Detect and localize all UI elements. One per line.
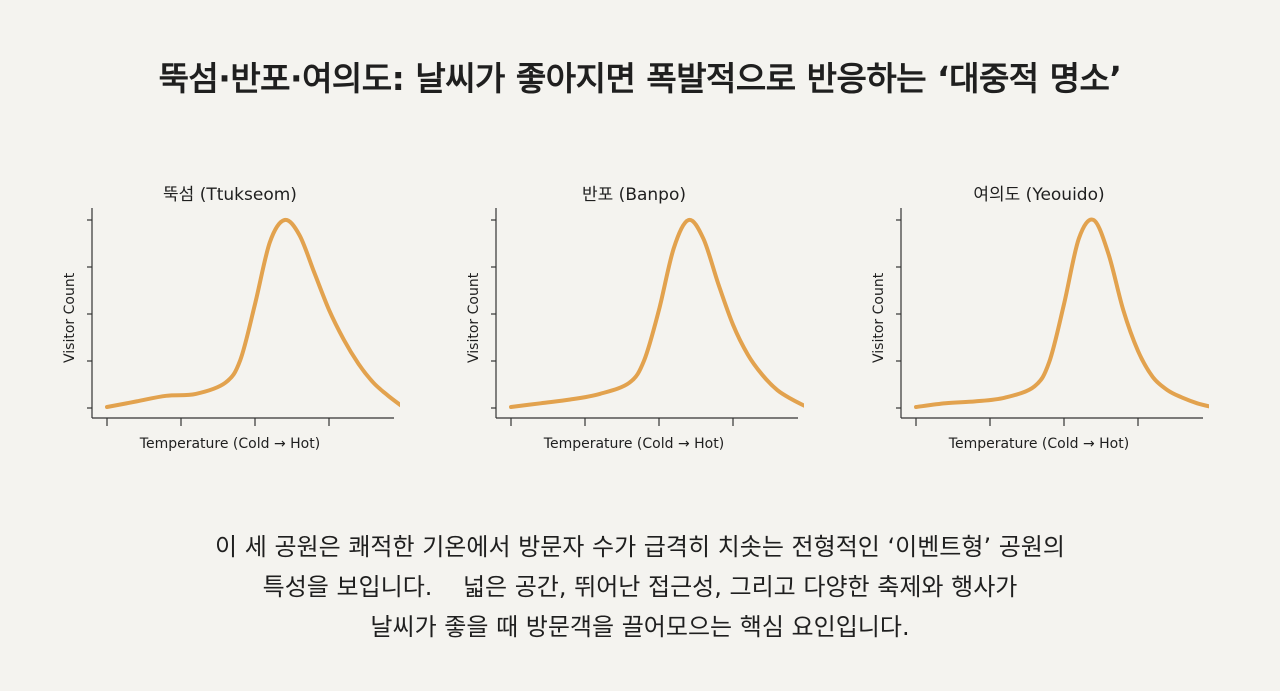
chart-plot [491,208,804,426]
chart-ttukseom: 뚝섬 (Ttukseom) Visitor Count Temperature … [60,180,400,460]
chart-title: 뚝섬 (Ttukseom) [163,185,297,205]
caption-line: 특성을 보입니다. 넓은 공간, 뛰어난 접근성, 그리고 다양한 축제와 행사… [262,573,1018,601]
series-line [509,217,804,409]
series-line [914,217,1209,409]
x-axis-label: Temperature (Cold → Hot) [948,436,1130,452]
chart-title: 여의도 (Yeouido) [973,185,1105,205]
series-line [105,217,400,409]
page-title: 뚝섬·반포·여의도: 날씨가 좋아지면 폭발적으로 반응하는 ‘대중적 명소’ [158,59,1122,98]
x-axis-label: Temperature (Cold → Hot) [139,436,321,452]
chart-title: 반포 (Banpo) [582,185,686,205]
chart-plot [896,208,1209,426]
chart-yeouido: 여의도 (Yeouido) Visitor Count Temperature … [869,180,1209,460]
chart-banpo: 반포 (Banpo) Visitor Count Temperature (Co… [464,180,804,460]
caption: 이 세 공원은 쾌적한 기온에서 방문자 수가 급격히 치솟는 전형적인 ‘이벤… [0,527,1280,647]
chart-plot [87,208,400,426]
x-axis-label: Temperature (Cold → Hot) [543,436,725,452]
caption-line: 날씨가 좋을 때 방문객을 끌어모으는 핵심 요인입니다. [370,613,910,641]
caption-line: 이 세 공원은 쾌적한 기온에서 방문자 수가 급격히 치솟는 전형적인 ‘이벤… [215,533,1065,561]
